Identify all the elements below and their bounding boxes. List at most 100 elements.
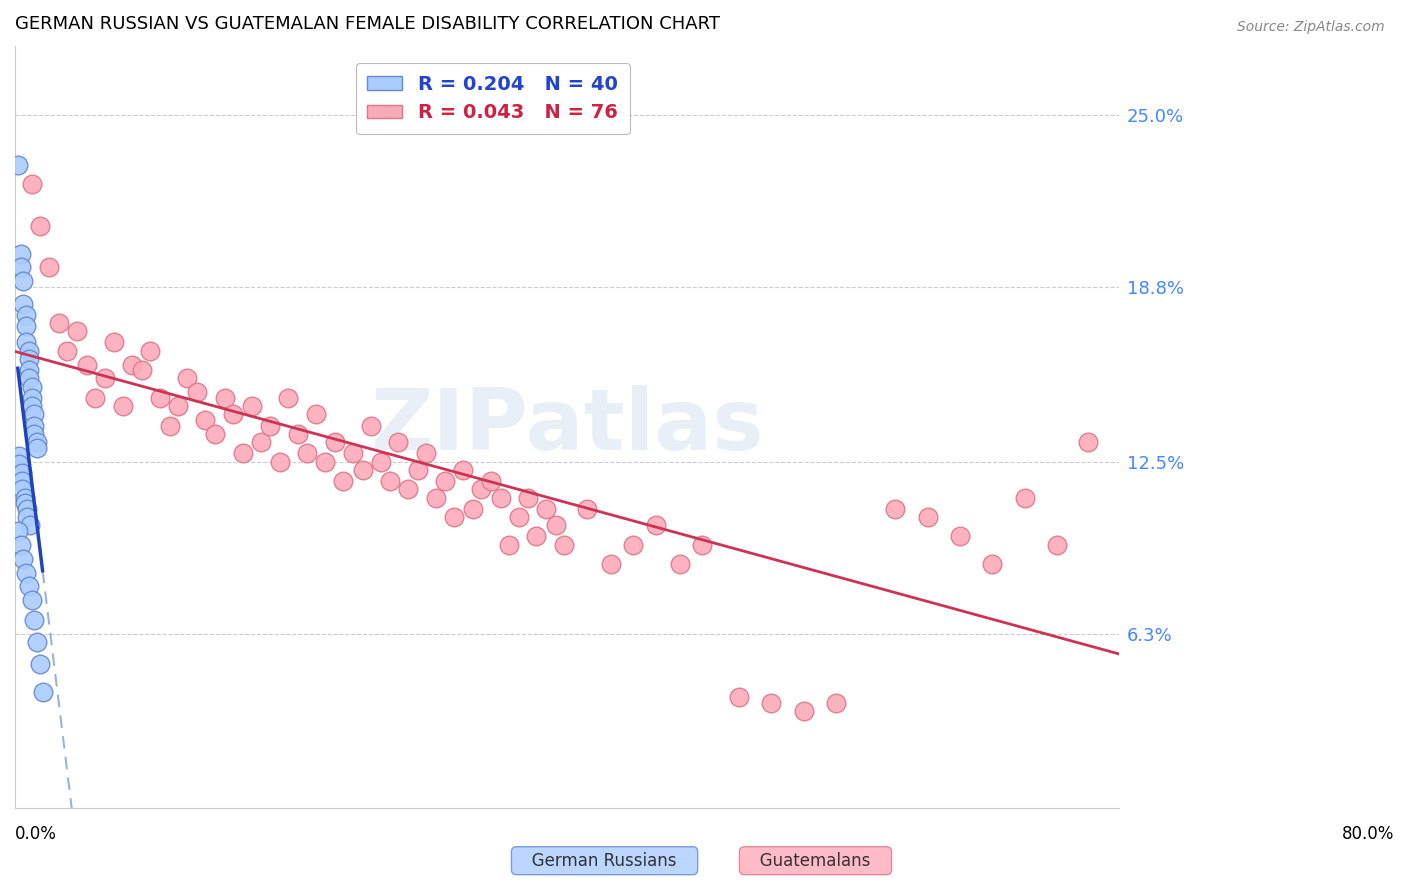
Point (14, 496, 37, 510)
Point (17, 343, 39, 358)
Point (111, 399, 134, 413)
Text: 80.0%: 80.0% (1343, 825, 1395, 843)
Point (443, 510, 465, 524)
Point (76, 358, 98, 372)
Point (18, 518, 41, 533)
Point (269, 454, 291, 468)
Point (20, 380, 42, 394)
Text: 0.0%: 0.0% (15, 825, 56, 843)
Point (1014, 491, 1036, 505)
Point (728, 690, 751, 705)
Point (1045, 538, 1067, 552)
Point (22, 613, 45, 627)
Point (13, 274, 35, 288)
Point (139, 343, 162, 358)
Point (11, 474, 34, 488)
Point (194, 413, 217, 427)
Point (323, 435, 346, 450)
Point (342, 446, 364, 460)
Point (917, 510, 939, 524)
Point (166, 399, 188, 413)
Point (332, 474, 354, 488)
Point (461, 501, 484, 516)
Text: German Russians: German Russians (516, 852, 693, 870)
Point (517, 491, 540, 505)
Point (370, 454, 392, 468)
Point (10, 260, 32, 275)
Point (20, 391, 42, 405)
Point (470, 483, 492, 497)
Point (352, 463, 374, 477)
Point (11, 483, 34, 497)
Point (884, 501, 907, 516)
Point (240, 399, 263, 413)
Point (15, 510, 38, 524)
Point (20, 593, 42, 607)
Point (204, 426, 226, 441)
Point (17, 363, 39, 377)
Point (22, 426, 45, 441)
Point (186, 385, 208, 400)
Point (621, 538, 644, 552)
Point (479, 474, 502, 488)
Point (387, 435, 409, 450)
Point (25, 441, 48, 455)
Point (360, 418, 382, 433)
Point (526, 529, 548, 543)
Point (380, 474, 402, 488)
Point (14, 491, 37, 505)
Point (277, 391, 299, 405)
Point (406, 463, 429, 477)
Point (48, 316, 70, 330)
Point (25, 635, 48, 649)
Point (793, 704, 815, 718)
Text: GERMAN RUSSIAN VS GUATEMALAN FEMALE DISABILITY CORRELATION CHART: GERMAN RUSSIAN VS GUATEMALAN FEMALE DISA… (15, 15, 720, 33)
Point (15, 566, 38, 580)
Point (576, 501, 599, 516)
Point (15, 318, 38, 333)
Point (214, 391, 236, 405)
Point (8, 449, 31, 463)
Point (66, 324, 89, 338)
Point (434, 474, 457, 488)
Point (17, 371, 39, 385)
Point (1077, 435, 1099, 450)
Text: ZIPatlas: ZIPatlas (370, 385, 763, 468)
Point (10, 538, 32, 552)
Point (11, 466, 34, 480)
Point (17, 579, 39, 593)
Point (121, 358, 143, 372)
Point (28, 219, 51, 233)
Point (8, 458, 31, 472)
Point (22, 408, 45, 422)
Point (314, 454, 336, 468)
Point (232, 446, 254, 460)
Point (7, 524, 30, 538)
Text: Guatemalans: Guatemalans (744, 852, 887, 870)
Legend: R = 0.204   N = 40, R = 0.043   N = 76: R = 0.204 N = 40, R = 0.043 N = 76 (356, 63, 630, 134)
Point (38, 260, 60, 275)
Point (544, 518, 567, 533)
Point (15, 335, 38, 350)
Point (31, 685, 53, 699)
Point (489, 491, 512, 505)
Point (149, 391, 172, 405)
Point (93, 371, 115, 385)
Point (13, 551, 35, 566)
Point (425, 491, 447, 505)
Point (103, 335, 125, 350)
Point (305, 408, 328, 422)
Point (759, 696, 782, 710)
Point (7, 158, 30, 172)
Point (249, 435, 271, 450)
Point (980, 558, 1002, 572)
Point (84, 391, 107, 405)
Point (534, 501, 557, 516)
Point (20, 399, 42, 413)
Point (131, 363, 153, 377)
Point (669, 558, 692, 572)
Point (28, 657, 51, 671)
Point (415, 446, 437, 460)
Text: Source: ZipAtlas.com: Source: ZipAtlas.com (1237, 20, 1385, 34)
Point (287, 426, 309, 441)
